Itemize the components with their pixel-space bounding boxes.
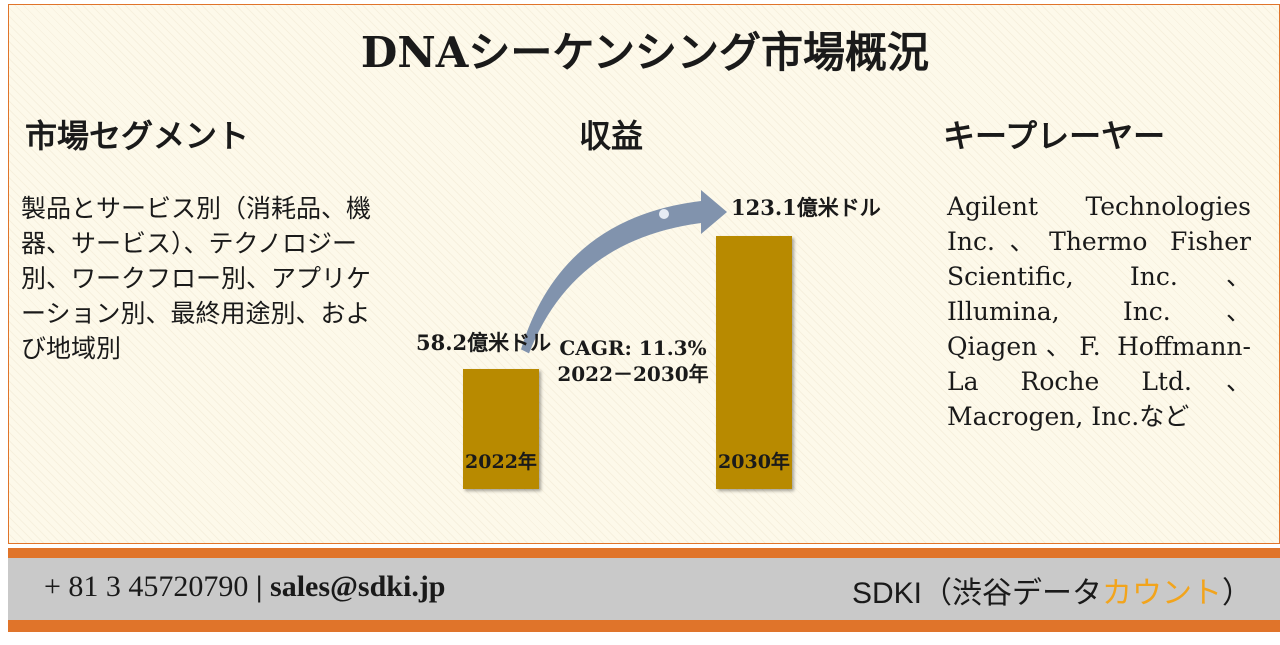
contact-info: + 81 3 45720790 | sales@sdki.jp xyxy=(44,570,446,604)
brand-name: SDKI（渋谷データカウント） xyxy=(852,568,1252,612)
brand-end: ） xyxy=(1222,577,1252,610)
footer-top-stripe xyxy=(8,548,1280,558)
overview-panel: DNAシーケンシング市場概況 市場セグメント 収益 キープレーヤー 製品とサービ… xyxy=(8,4,1280,544)
bar-value-label: 123.1億米ドル xyxy=(731,195,881,220)
bar-1: 2022年 xyxy=(463,369,539,489)
email-link[interactable]: sales@sdki.jp xyxy=(270,570,446,603)
cagr-rate: CAGR: 11.3% xyxy=(559,336,707,360)
brand-accent: カウント xyxy=(1102,577,1222,610)
key-players-heading: キープレーヤー xyxy=(943,117,1166,155)
segments-heading: 市場セグメント xyxy=(25,117,250,155)
contact-separator: | xyxy=(255,570,263,603)
brand-main: SDKI（渋谷データ xyxy=(851,577,1102,610)
bar-category-label: 2022年 xyxy=(465,450,537,473)
bar-category-label: 2030年 xyxy=(718,451,790,473)
segments-text: 製品とサービス別（消耗品、機器、サービス）、テクノロジー別、ワークフロー別、アプ… xyxy=(21,194,372,363)
cagr-period: 2022－2030年 xyxy=(557,362,709,386)
bar-value-label: 58.2億米ドル xyxy=(416,330,552,356)
revenue-heading: 収益 xyxy=(579,117,644,155)
growth-arrow-icon xyxy=(521,190,727,354)
key-players-text: Agilent Technologies Inc.、Thermo Fisher … xyxy=(947,192,1251,431)
footer-bar: + 81 3 45720790 | sales@sdki.jp SDKI（渋谷デ… xyxy=(8,558,1280,620)
page-title: DNAシーケンシング市場概況 xyxy=(360,28,930,77)
phone-number[interactable]: + 81 3 45720790 xyxy=(44,570,249,603)
bar-2: 2030年 xyxy=(716,236,792,489)
footer-bottom-stripe xyxy=(8,620,1280,632)
cagr-label: CAGR: 11.3% 2022－2030年 xyxy=(553,335,713,387)
